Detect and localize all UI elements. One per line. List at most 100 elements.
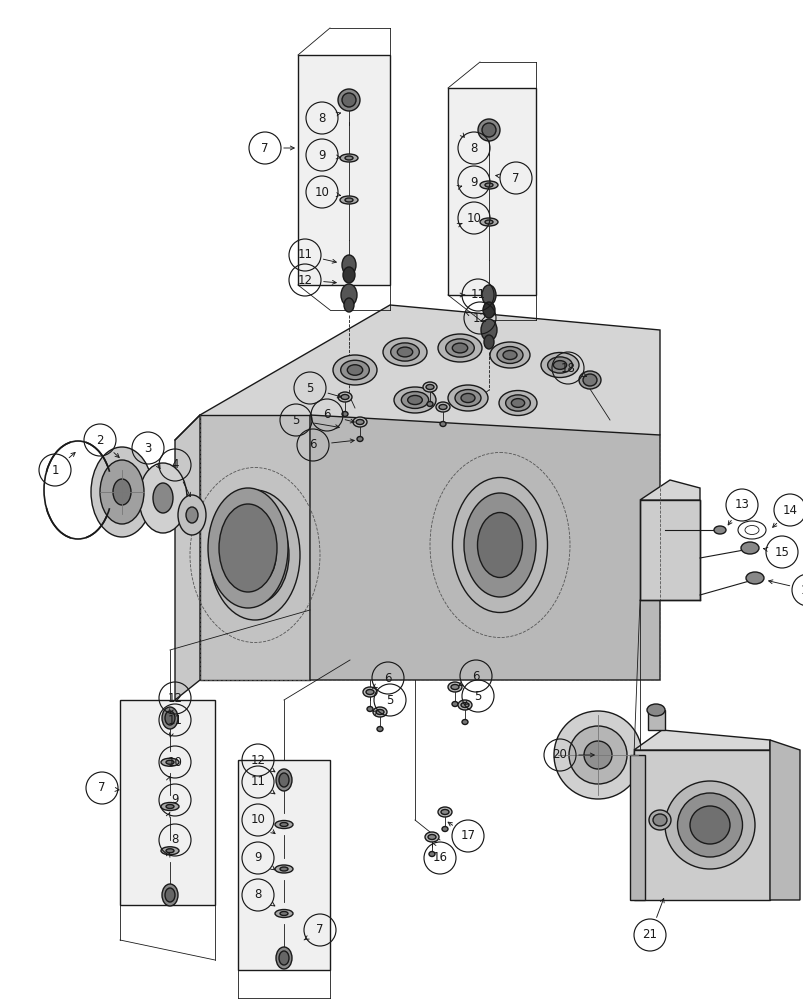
Polygon shape [120, 700, 214, 905]
Ellipse shape [340, 196, 357, 204]
Ellipse shape [337, 89, 360, 111]
Ellipse shape [452, 343, 467, 353]
Ellipse shape [578, 371, 601, 389]
Ellipse shape [426, 384, 434, 389]
Ellipse shape [483, 335, 493, 349]
Ellipse shape [540, 353, 578, 377]
Text: 6: 6 [471, 670, 479, 682]
Ellipse shape [353, 417, 366, 427]
Ellipse shape [482, 123, 495, 137]
Ellipse shape [161, 802, 179, 810]
Ellipse shape [652, 814, 666, 826]
Ellipse shape [393, 387, 435, 413]
Ellipse shape [426, 401, 433, 406]
Ellipse shape [442, 826, 447, 831]
Text: 11: 11 [297, 248, 312, 261]
Ellipse shape [646, 704, 664, 716]
Text: 19: 19 [800, 584, 803, 596]
Ellipse shape [365, 690, 373, 694]
Ellipse shape [425, 832, 438, 842]
Ellipse shape [438, 807, 451, 817]
Ellipse shape [344, 156, 353, 160]
Text: 7: 7 [261, 142, 268, 155]
Text: 17: 17 [460, 829, 475, 842]
Ellipse shape [505, 395, 530, 411]
Text: 6: 6 [309, 438, 316, 452]
Text: 7: 7 [316, 923, 324, 936]
Ellipse shape [483, 302, 495, 318]
Ellipse shape [279, 773, 288, 787]
Ellipse shape [552, 361, 566, 369]
Ellipse shape [489, 342, 529, 368]
Text: 4: 4 [171, 458, 178, 472]
Bar [71, 440, 85, 452]
Ellipse shape [218, 504, 277, 592]
Text: 10: 10 [314, 186, 329, 198]
Ellipse shape [340, 284, 357, 306]
Ellipse shape [553, 711, 642, 799]
Ellipse shape [511, 399, 524, 407]
Ellipse shape [479, 181, 497, 189]
Ellipse shape [447, 385, 487, 411]
Bar [71, 536, 85, 548]
Text: 9: 9 [318, 149, 325, 162]
Ellipse shape [439, 422, 446, 426]
Ellipse shape [740, 542, 758, 554]
Ellipse shape [477, 512, 522, 578]
Ellipse shape [454, 390, 480, 406]
Ellipse shape [165, 804, 173, 808]
Ellipse shape [153, 483, 173, 513]
Ellipse shape [234, 525, 275, 585]
Ellipse shape [275, 865, 292, 873]
Text: 12: 12 [297, 273, 312, 286]
Ellipse shape [340, 154, 357, 162]
Text: 8: 8 [318, 112, 325, 125]
Ellipse shape [478, 119, 499, 141]
Polygon shape [634, 750, 769, 900]
Ellipse shape [582, 374, 597, 386]
Ellipse shape [343, 267, 355, 283]
Text: 1: 1 [51, 464, 59, 477]
Ellipse shape [458, 700, 471, 710]
Text: 21: 21 [642, 928, 657, 941]
Ellipse shape [362, 687, 377, 697]
Ellipse shape [390, 343, 419, 361]
Ellipse shape [438, 404, 446, 410]
Ellipse shape [210, 490, 300, 620]
Text: 10: 10 [466, 212, 481, 225]
Ellipse shape [435, 402, 450, 412]
Text: 7: 7 [512, 172, 519, 185]
Ellipse shape [377, 726, 382, 732]
Ellipse shape [161, 758, 179, 766]
Ellipse shape [450, 684, 459, 690]
Ellipse shape [445, 339, 474, 357]
Ellipse shape [462, 720, 467, 724]
Ellipse shape [279, 911, 287, 915]
Text: 5: 5 [292, 414, 300, 426]
Polygon shape [769, 740, 799, 900]
Ellipse shape [91, 447, 153, 537]
Ellipse shape [427, 834, 435, 839]
Text: 10: 10 [251, 813, 265, 826]
Ellipse shape [664, 781, 754, 869]
Ellipse shape [397, 347, 412, 357]
Ellipse shape [165, 888, 175, 902]
Ellipse shape [429, 851, 434, 856]
Ellipse shape [275, 909, 292, 917]
Polygon shape [238, 760, 329, 970]
Ellipse shape [677, 793, 742, 857]
Ellipse shape [275, 947, 291, 969]
Ellipse shape [185, 507, 198, 523]
Text: 2: 2 [96, 434, 104, 446]
Ellipse shape [275, 820, 292, 828]
Text: 5: 5 [306, 381, 313, 394]
Ellipse shape [441, 809, 448, 814]
Ellipse shape [165, 711, 175, 725]
Ellipse shape [337, 392, 352, 402]
Ellipse shape [460, 702, 468, 708]
Ellipse shape [438, 334, 482, 362]
Polygon shape [634, 730, 769, 750]
Ellipse shape [648, 810, 671, 830]
Ellipse shape [569, 726, 626, 784]
Ellipse shape [713, 526, 725, 534]
